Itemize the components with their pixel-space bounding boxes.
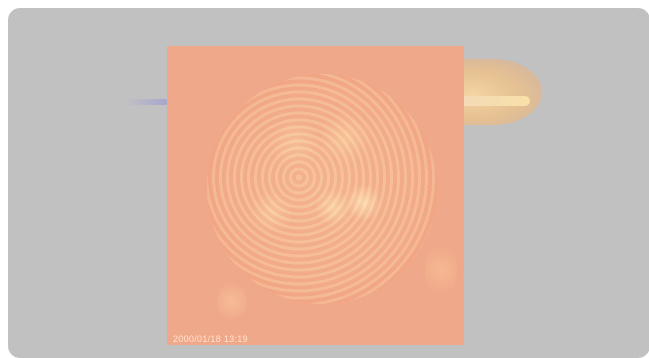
solar-prominence: [217, 281, 247, 321]
solar-limb-bright-region: [425, 244, 457, 296]
sun-disk-image: [207, 74, 437, 304]
solar-image-panel[interactable]: 2000/01/18 13:19: [167, 46, 464, 345]
sun-surface-texture: [207, 74, 437, 304]
image-timestamp: 2000/01/18 13:19: [173, 334, 248, 344]
flare-streak: [126, 99, 168, 105]
